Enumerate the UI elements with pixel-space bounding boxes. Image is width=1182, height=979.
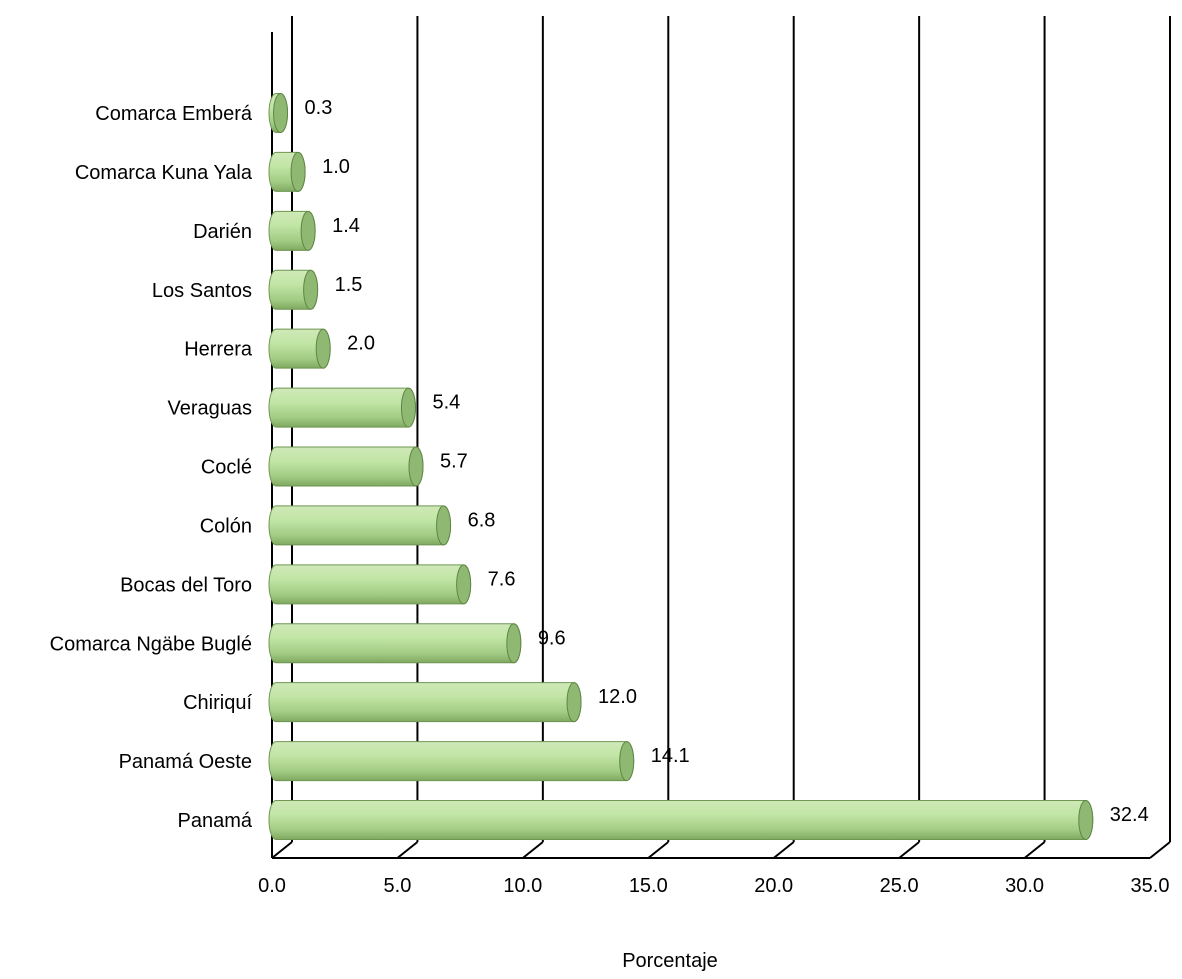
x-tick-label: 35.0 [1131,875,1170,897]
y-tick-label: Panamá Oeste [119,751,252,773]
bar-cap [303,269,319,310]
floor-line [1149,841,1171,859]
data-label: 0.3 [305,97,333,119]
bar [268,387,416,428]
bar-cap [290,151,306,192]
data-label: 1.5 [335,274,363,296]
data-label: 9.6 [538,627,566,649]
x-tick-label: 0.0 [258,875,286,897]
floor-line [773,841,795,859]
x-tick-label: 5.0 [384,875,412,897]
y-tick-label: Veraguas [167,398,252,420]
axes [271,32,1150,859]
data-label: 12.0 [598,686,637,708]
y-tick-label: Los Santos [152,280,252,302]
y-tick-label: Colón [200,515,252,537]
bar-cap [1078,800,1094,840]
bar-cap [400,387,416,428]
data-label: 1.0 [322,156,350,178]
bar-cap [315,328,331,369]
bar [268,564,472,605]
x-tick-label: 10.0 [503,875,542,897]
data-label: 5.4 [432,392,460,414]
y-tick-label: Darién [193,221,252,243]
x-tick-label: 30.0 [1005,875,1044,897]
bars [268,93,1094,840]
y-tick-label: Coclé [201,457,252,479]
floor-line [1023,841,1046,859]
data-label: 14.1 [651,745,690,767]
data-label: 1.4 [332,215,360,237]
x-tick-label: 25.0 [880,875,919,897]
y-tick-label: Herrera [184,339,253,361]
y-tick-label: Panamá [178,810,253,832]
bar-cap [619,741,635,782]
floor-line [898,841,920,859]
data-label: 6.8 [468,509,496,531]
bar [268,800,1094,840]
bar-cap [273,93,289,133]
floor-line [647,841,669,859]
y-tick-label: Comarca Emberá [95,103,253,125]
y-tick-label: Bocas del Toro [120,574,252,596]
x-tick-label: 20.0 [754,875,793,897]
x-tick-label: 15.0 [629,875,668,897]
bar-cap [456,564,472,605]
data-label: 2.0 [347,333,375,355]
floor-line [271,841,293,859]
bar [268,623,522,664]
y-tick-label: Comarca Kuna Yala [75,162,253,184]
bar-cap [300,210,316,251]
bar-cap [506,623,522,664]
floor-line [522,841,544,859]
bar [268,682,582,723]
gridlines [271,16,1171,859]
data-label: 5.7 [440,451,468,473]
bar [268,741,635,782]
floor-line [396,841,419,859]
x-axis-title: Porcentaje [622,950,718,972]
labels: 0.0 5.0 10.0 15.0 20.0 25.0 30.0 35.0 Comarca Em… [50,97,1170,897]
bar [268,505,452,546]
bar [268,446,424,487]
bar-cap [408,446,424,487]
bar-cap [566,682,582,723]
y-tick-label: Chiriquí [183,692,252,714]
data-label: 7.6 [488,568,516,590]
y-tick-label: Comarca Ngäbe Buglé [50,633,252,655]
bar-cap [436,505,452,546]
data-label: 32.4 [1110,804,1149,826]
